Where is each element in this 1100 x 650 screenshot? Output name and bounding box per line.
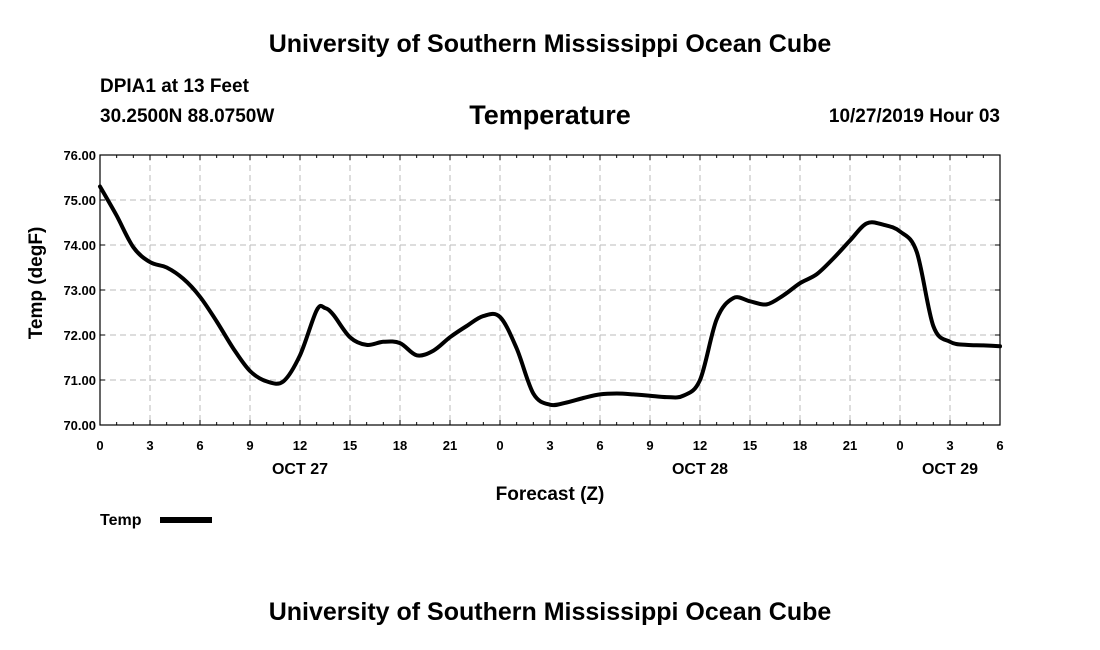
- y-tick-label: 72.00: [63, 328, 96, 343]
- y-tick-label: 70.00: [63, 418, 96, 433]
- x-tick-label: 15: [743, 438, 757, 453]
- axis-labels: 0 3 6 9 12 15 18 21 0 3 6 9 12 15 18 21 0 3 6 70.00 71.00 72.…: [63, 148, 1003, 478]
- x-tick-label: 6: [196, 438, 203, 453]
- x-tick-label: 21: [443, 438, 457, 453]
- page-title-bottom: University of Southern Mississippi Ocean…: [268, 598, 832, 626]
- y-tick-label: 74.00: [63, 238, 96, 253]
- legend-label-temp: Temp: [100, 512, 142, 529]
- x-tick-label: 6: [596, 438, 603, 453]
- date-label: OCT 29: [922, 461, 978, 478]
- x-tick-label: 18: [793, 438, 807, 453]
- x-tick-label: 3: [546, 438, 553, 453]
- y-tick-label: 73.00: [63, 283, 96, 298]
- page-title-top: University of Southern Mississippi Ocean…: [268, 30, 832, 58]
- x-tick-label: 6: [996, 438, 1003, 453]
- legend: Temp: [100, 512, 212, 529]
- x-tick-label: 0: [96, 438, 103, 453]
- coordinates-label: 30.2500N 88.0750W: [100, 106, 275, 127]
- x-tick-label: 9: [646, 438, 653, 453]
- x-tick-label: 15: [343, 438, 357, 453]
- x-tick-label: 3: [146, 438, 153, 453]
- x-axis-title: Forecast (Z): [496, 484, 605, 505]
- date-label: OCT 27: [272, 461, 328, 478]
- y-tick-label: 71.00: [63, 373, 96, 388]
- y-axis-title: Temp (degF): [26, 227, 47, 340]
- date-label: OCT 28: [672, 461, 728, 478]
- y-tick-label: 76.00: [63, 148, 96, 163]
- axis-ticks: [99, 154, 1001, 426]
- chart-title: Temperature: [469, 100, 631, 130]
- x-tick-label: 21: [843, 438, 857, 453]
- temp-series-line: [98, 184, 1002, 408]
- x-tick-label: 18: [393, 438, 407, 453]
- x-tick-label: 0: [496, 438, 503, 453]
- station-label: DPIA1 at 13 Feet: [100, 76, 249, 97]
- x-tick-label: 0: [896, 438, 903, 453]
- x-tick-label: 12: [293, 438, 307, 453]
- valid-time-label: 10/27/2019 Hour 03: [828, 106, 1000, 127]
- x-tick-label: 9: [246, 438, 253, 453]
- x-tick-label: 12: [693, 438, 707, 453]
- x-tick-label: 3: [946, 438, 953, 453]
- y-tick-label: 75.00: [63, 193, 96, 208]
- grid-lines: [100, 155, 1000, 425]
